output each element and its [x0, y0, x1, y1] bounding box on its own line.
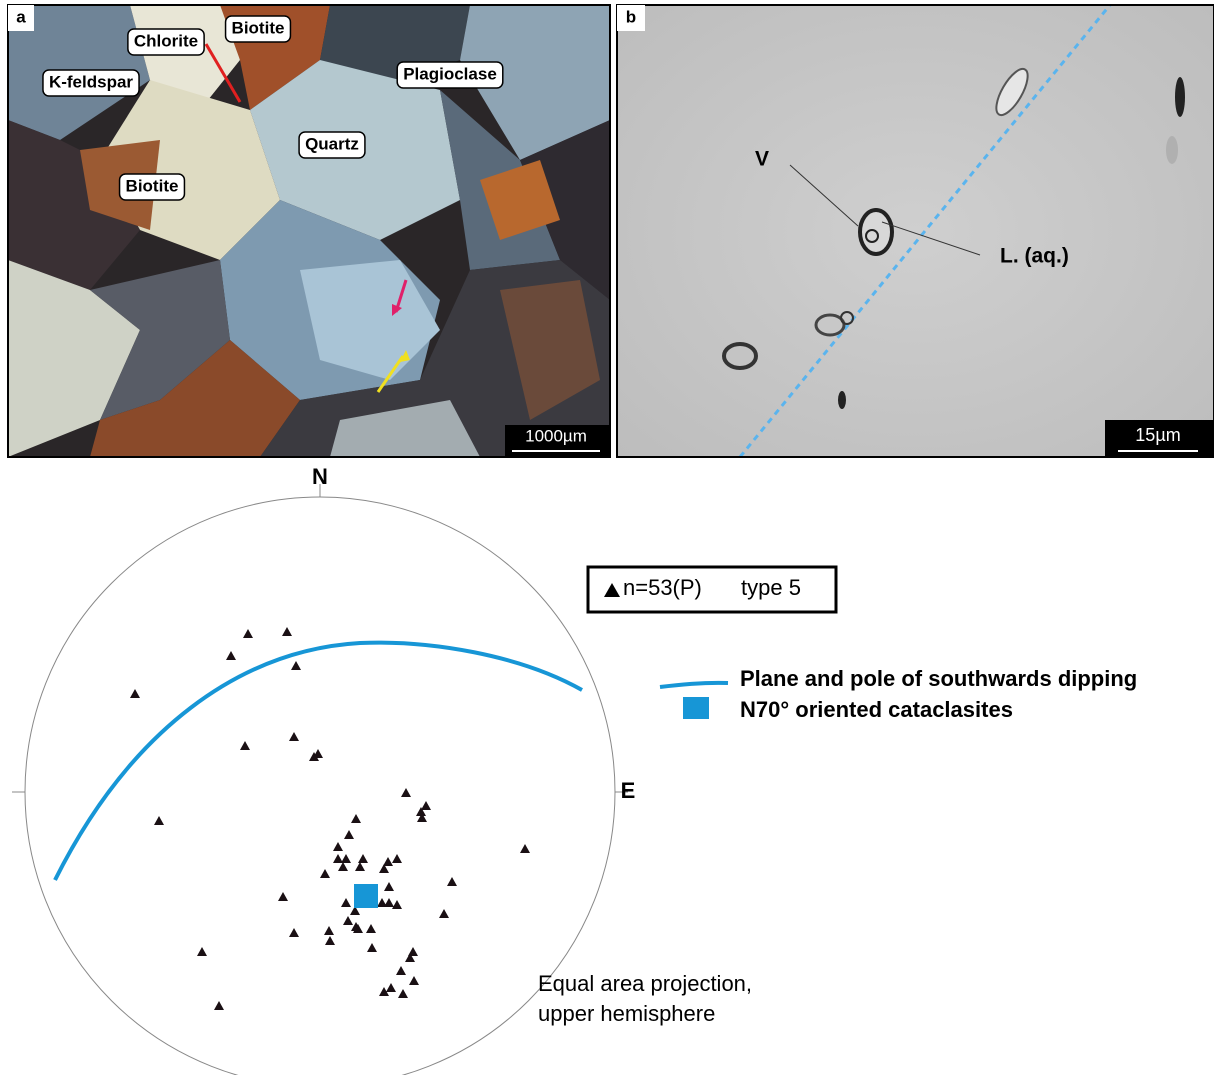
- pole-marker: [154, 816, 164, 825]
- pole-marker: [398, 989, 408, 998]
- pole-marker: [396, 966, 406, 975]
- east-label: E: [621, 778, 636, 803]
- pole-marker: [383, 857, 393, 866]
- pole-marker: [384, 882, 394, 891]
- mineral-label-box: [396, 61, 504, 89]
- legend-marker: [604, 583, 620, 597]
- mineral-label-box: [42, 69, 140, 97]
- pole-marker: [343, 916, 353, 925]
- pole-marker: [421, 801, 431, 810]
- pole-marker: [351, 814, 361, 823]
- pole-marker: [447, 877, 457, 886]
- mineral-label: Biotite: [232, 18, 285, 37]
- pole-marker: [341, 898, 351, 907]
- pole-marker: [333, 854, 343, 863]
- pole-marker: [289, 928, 299, 937]
- mineral-label-box: [127, 28, 205, 56]
- panel-label-box: [617, 5, 645, 31]
- micrograph-b: [617, 5, 1214, 457]
- annotation: V: [755, 148, 769, 171]
- scale-bar-label: 15µm: [1135, 425, 1180, 445]
- legend-type: type 5: [741, 575, 801, 600]
- pole-marker: [384, 898, 394, 907]
- pole-marker: [358, 854, 368, 863]
- pole-marker: [401, 788, 411, 797]
- legend-square: [683, 697, 709, 719]
- pole-marker: [379, 864, 389, 873]
- legend-count: n=53(P): [623, 575, 702, 600]
- mineral-label-box: [118, 173, 186, 201]
- pole-marker: [333, 842, 343, 851]
- panel-label-box: [8, 5, 34, 31]
- pole-marker: [355, 862, 365, 871]
- mineral-label: Quartz: [305, 134, 359, 153]
- pole-marker: [439, 909, 449, 918]
- pole-marker: [320, 869, 330, 878]
- pole-marker: [520, 844, 530, 853]
- pole-marker: [405, 953, 415, 962]
- pole-marker: [386, 983, 396, 992]
- pole-marker: [416, 807, 426, 816]
- frame-a: [7, 4, 611, 458]
- pole-marker: [366, 924, 376, 933]
- scale-bar-label: 1000µm: [525, 426, 587, 445]
- pole-marker: [325, 936, 335, 945]
- pole-marker: [379, 987, 389, 996]
- legend-text: Plane and pole of southwards dipping: [740, 666, 1137, 691]
- annotation: L. (aq.): [1000, 245, 1069, 268]
- pole-marker: [324, 926, 334, 935]
- panel-label: b: [626, 7, 636, 26]
- pole-marker: [338, 862, 348, 871]
- mineral-label-box: [224, 15, 292, 43]
- mineral-label: K-feldspar: [49, 72, 133, 91]
- pole-marker: [408, 947, 418, 956]
- pole-marker: [243, 629, 253, 638]
- mineral-label: Biotite: [126, 176, 179, 195]
- north-label: N: [312, 464, 328, 489]
- pole-marker: [377, 898, 387, 907]
- legend-text: N70° oriented cataclasites: [740, 697, 1013, 722]
- pole-marker: [344, 830, 354, 839]
- stereonet: [12, 484, 628, 1075]
- pole-marker: [313, 749, 323, 758]
- mineral-label-box: [298, 131, 366, 159]
- projection-note: Equal area projection,: [538, 971, 752, 996]
- pole-marker: [350, 906, 360, 915]
- micrograph-a: [8, 5, 610, 457]
- pole-marker: [226, 651, 236, 660]
- mineral-labels: Chlorite Biotite K-feldspar Plagioclase Quar…: [42, 15, 504, 201]
- mineral-label: Chlorite: [134, 31, 198, 50]
- pole-marker: [417, 813, 427, 822]
- pole-marker: [409, 976, 419, 985]
- frame-b: [616, 4, 1214, 458]
- pole-marker: [214, 1001, 224, 1010]
- pole-marker: [278, 892, 288, 901]
- pole-marker: [341, 854, 351, 863]
- pole-marker: [197, 947, 207, 956]
- pole-marker: [392, 854, 402, 863]
- pole-marker: [289, 732, 299, 741]
- pole-marker: [282, 627, 292, 636]
- pole-marker: [353, 924, 363, 933]
- pole-marker: [392, 900, 402, 909]
- pole-marker: [367, 943, 377, 952]
- panel-label: a: [16, 7, 26, 26]
- pole-marker: [291, 661, 301, 670]
- projection-note: upper hemisphere: [538, 1001, 715, 1026]
- legend-line: [659, 680, 729, 689]
- pole-marker: [240, 741, 250, 750]
- pole-marker: [130, 689, 140, 698]
- mineral-label: Plagioclase: [403, 64, 497, 83]
- legend-box: [586, 565, 838, 614]
